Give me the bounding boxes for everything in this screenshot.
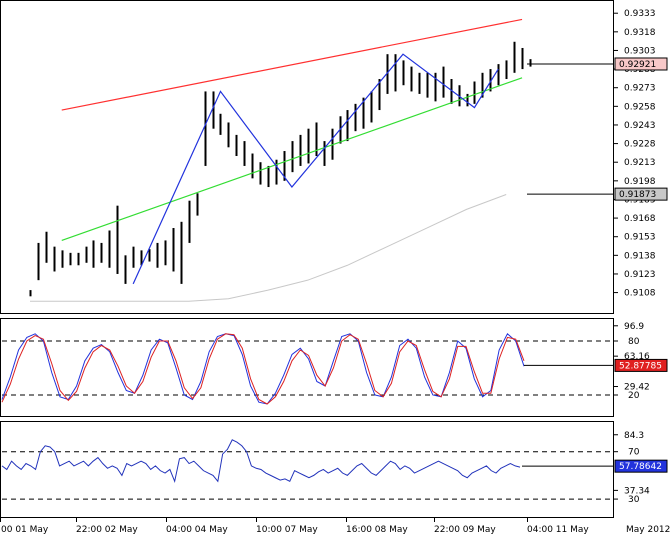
stochastic-tick-label: 96.9 (624, 322, 644, 332)
price-tick-label: 0.9303 (624, 46, 656, 56)
price-tick-label: 0.9153 (624, 233, 656, 243)
rsi-tick-label: 30 (628, 495, 640, 505)
zigzag-line (132, 53, 499, 285)
time-tick-label: 16:00 08 May (346, 525, 408, 535)
stochastic-lines (1, 333, 525, 405)
support-line (61, 77, 523, 241)
rsi-value-line (1, 439, 521, 484)
moving-average-line (30, 194, 507, 302)
stochastic-tick-label: 63.16 (624, 352, 650, 362)
rsi-tick-label: 37.34 (624, 486, 650, 496)
time-tick-label: 10:00 07 May (256, 525, 318, 535)
trend-lines (61, 18, 523, 285)
indicator-levels (2, 340, 613, 500)
rsi-value-label-box (614, 459, 668, 473)
value-labels: 0.92921 0.91873 52.87785 57.78642 (522, 57, 668, 473)
current-price-label-box (614, 57, 668, 71)
price-axis: 0.93330.93180.93030.92880.92730.92580.92… (614, 9, 656, 299)
stochastic-value-label-box (614, 358, 668, 372)
price-tick-label: 0.9318 (624, 28, 656, 38)
price-tick-label: 0.9198 (624, 177, 656, 187)
resistance-line (61, 18, 523, 111)
stochastic-panel-frame (0, 318, 614, 417)
price-tick-label: 0.9333 (624, 9, 656, 19)
stochastic-tick-label: 29.42 (624, 383, 650, 393)
price-tick-label: 0.9228 (624, 140, 656, 150)
stochastic-value-label-text: 52.87785 (619, 361, 662, 371)
stochastic-tick-label: 80 (628, 337, 640, 347)
price-tick-label: 0.9108 (624, 289, 656, 299)
current-price-label-text: 0.92921 (619, 60, 656, 70)
rsi-panel-frame (0, 421, 614, 518)
time-tick-label: 04:00 11 May (527, 525, 589, 535)
moving-average (30, 194, 507, 302)
rsi-tick-label: 70 (628, 448, 640, 458)
stochastic-tick-label: 20 (628, 391, 640, 401)
stochastic-main-line (1, 333, 525, 405)
rsi-line (1, 439, 521, 484)
price-tick-label: 0.9273 (624, 84, 656, 94)
price-tick-label: 0.9258 (624, 102, 656, 112)
price-tick-label: 0.9138 (624, 251, 656, 261)
time-tick-label: 22:00 09 May (434, 525, 496, 535)
time-tick-label: 04:00 04 May (166, 525, 228, 535)
price-bars (29, 41, 532, 297)
time-axis: 00 01 May 22:00 02 May 04:00 04 May 10:00 0… (0, 517, 670, 535)
moving-average-label-box (614, 187, 668, 201)
moving-average-label-text: 0.91873 (619, 190, 656, 200)
price-tick-label: 0.9243 (624, 121, 656, 131)
stochastic-signal-line (1, 333, 525, 405)
price-tick-label: 0.9168 (624, 214, 656, 224)
rsi-tick-label: 84.3 (624, 431, 644, 441)
rsi-value-label-text: 57.78642 (619, 462, 662, 472)
price-tick-label: 0.9213 (624, 158, 656, 168)
price-tick-label: 0.9123 (624, 270, 656, 280)
time-tick-label: 00 01 May (1, 525, 49, 535)
time-tick-label: May 2012 (626, 525, 670, 535)
time-tick-label: 22:00 02 May (76, 525, 138, 535)
price-panel-frame (0, 0, 614, 314)
